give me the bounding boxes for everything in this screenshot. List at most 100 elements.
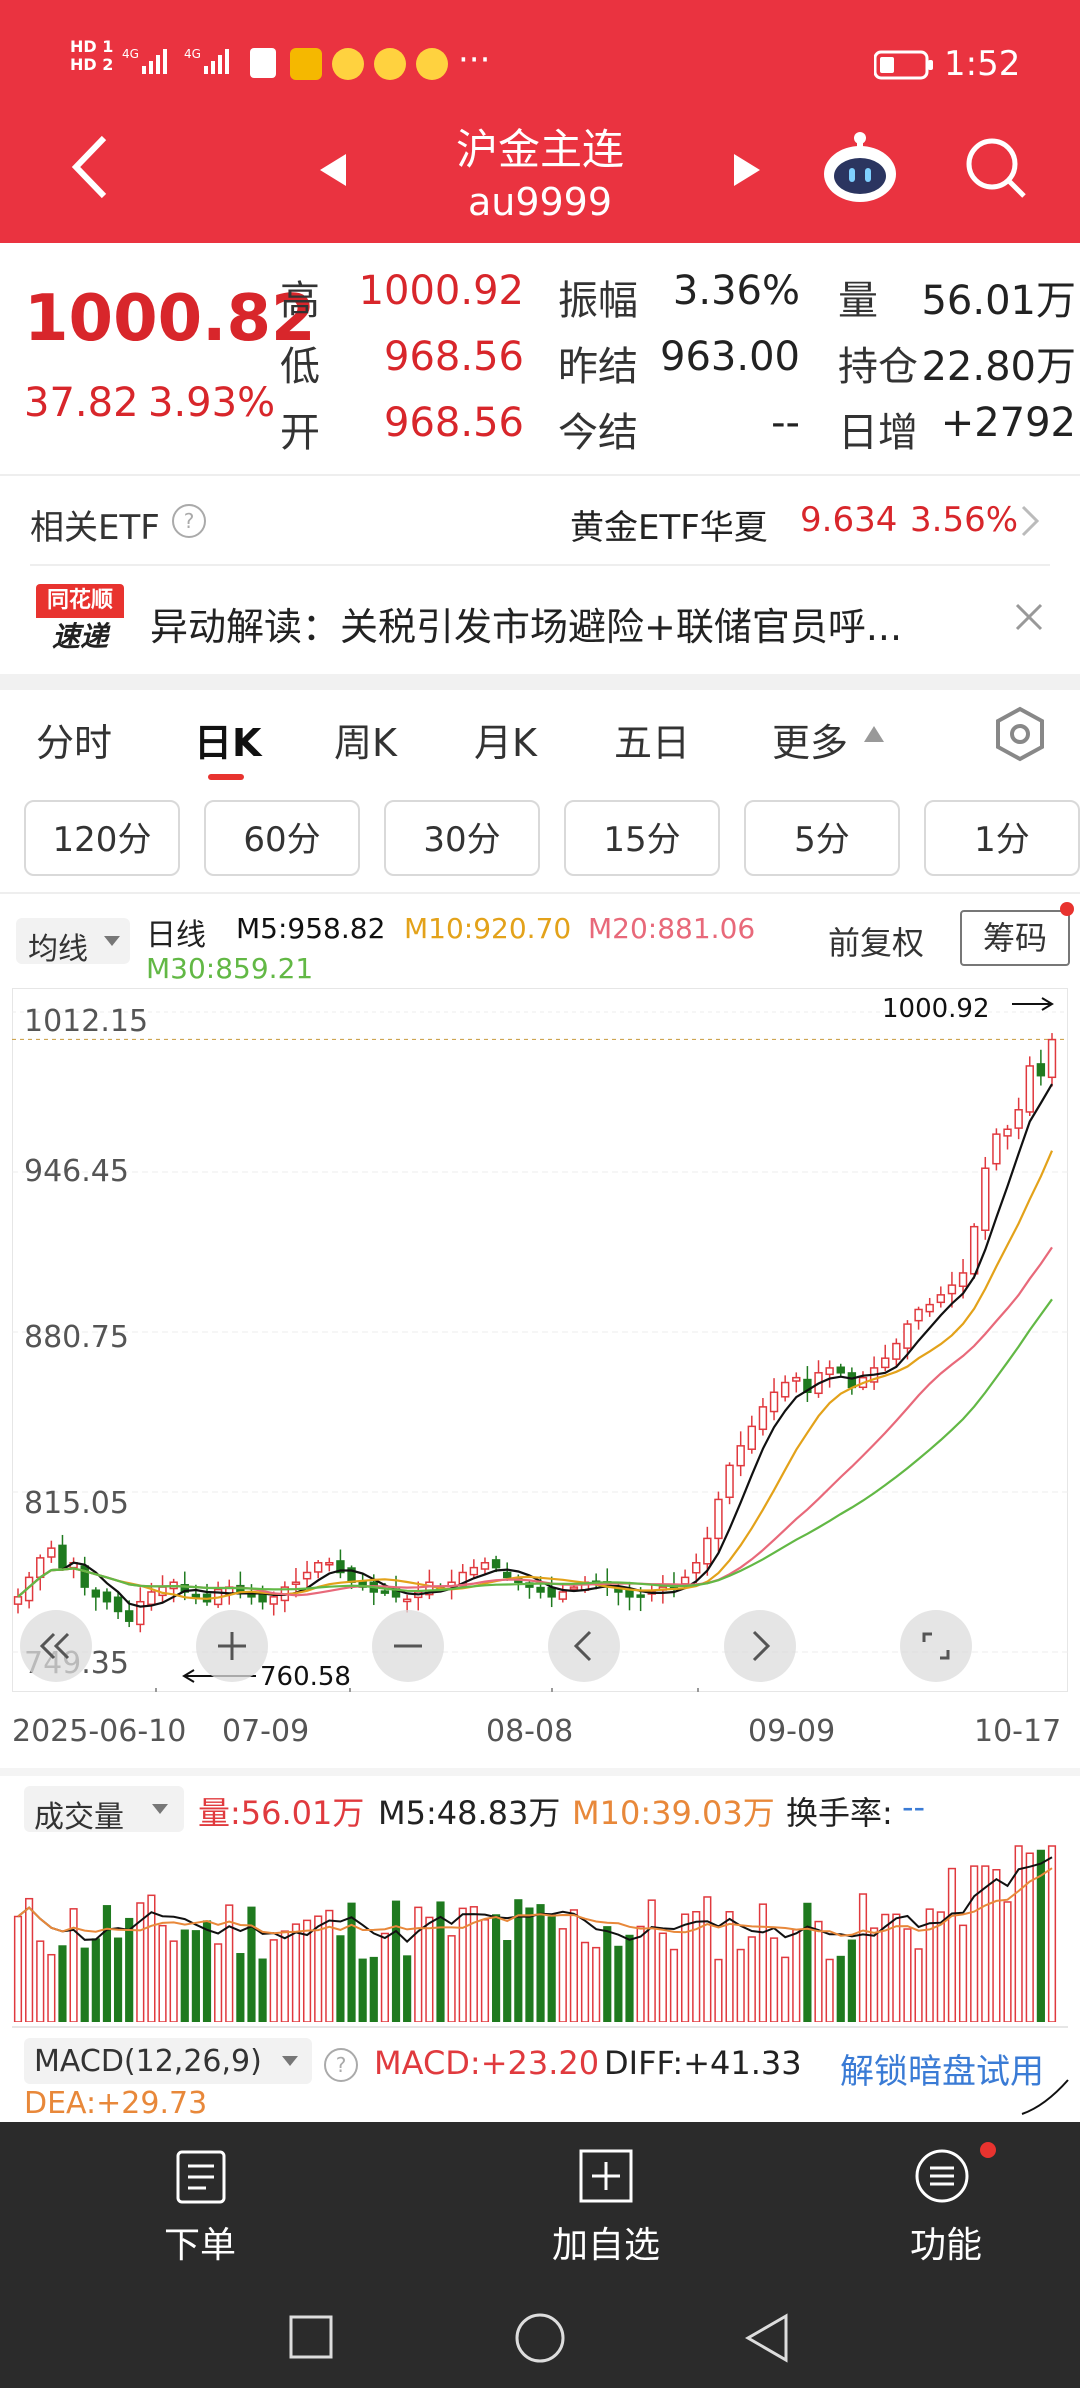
volume-bar — [414, 1906, 423, 2022]
tab-weekly-k[interactable]: 周K — [334, 721, 397, 765]
next-contract-icon[interactable] — [732, 152, 762, 192]
scroll-left-button[interactable] — [548, 1610, 620, 1682]
back-icon[interactable] — [70, 132, 110, 206]
menu-icon[interactable] — [914, 2148, 970, 2208]
order-icon[interactable] — [174, 2148, 228, 2210]
volume-chart[interactable] — [12, 1840, 1068, 2022]
amplitude-label: 振幅 — [558, 278, 638, 324]
interval-120m[interactable]: 120分 — [24, 800, 180, 876]
interval-15m[interactable]: 15分 — [564, 800, 720, 876]
order-button[interactable]: 下单 — [163, 2225, 236, 2266]
adjust-mode[interactable]: 前复权 — [828, 924, 925, 962]
kline-chart[interactable] — [12, 988, 1068, 1692]
volume-bar — [792, 1929, 801, 2022]
tab-monthly-k[interactable]: 月K — [474, 721, 537, 765]
y-tick: 946.45 — [24, 1154, 129, 1189]
turnover-value: -- — [902, 1788, 926, 1826]
recent-apps-icon[interactable] — [288, 2314, 334, 2364]
candle — [847, 1372, 857, 1389]
candle — [692, 1561, 701, 1574]
volume-value: 56.01万 — [921, 278, 1076, 324]
unlock-dark-trading-link[interactable]: 解锁暗盘试用 — [840, 2052, 1044, 2092]
news-logo: 同花顺 速递 — [36, 584, 124, 656]
volume-bar — [202, 1920, 212, 2022]
tab-timeshare[interactable]: 分时 — [36, 721, 113, 765]
volume-bar — [592, 1946, 601, 2022]
candle — [936, 1294, 946, 1304]
candle — [758, 1406, 768, 1431]
add-watchlist-button[interactable]: 加自选 — [551, 2225, 660, 2266]
volume-bar — [58, 1945, 67, 2022]
chevron-right-icon[interactable] — [1020, 504, 1040, 542]
candle — [803, 1378, 812, 1394]
etf-name[interactable]: 黄金ETF华夏 — [570, 508, 768, 548]
home-icon[interactable] — [514, 2312, 566, 2368]
macd-selector[interactable]: MACD(12,26,9) — [24, 2038, 312, 2084]
ma-selector[interactable]: 均线 — [16, 918, 130, 967]
divider — [0, 474, 1080, 476]
amplitude-value: 3.36% — [672, 268, 800, 314]
candle — [80, 1565, 89, 1588]
volume-bar — [736, 1948, 745, 2022]
fast-back-button[interactable] — [20, 1610, 92, 1682]
volume-bar — [636, 1925, 645, 2022]
candle — [725, 1464, 734, 1499]
tab-daily-k[interactable]: 日K — [194, 721, 262, 765]
volume-selector[interactable]: 成交量 — [24, 1786, 184, 1835]
ma30-value: M30:859.21 — [146, 952, 314, 985]
news-headline[interactable]: 异动解读：关税引发市场避险+联储官员呼... — [150, 605, 903, 649]
volume-bar — [992, 1869, 1001, 2022]
prev-contract-icon[interactable] — [318, 152, 348, 192]
tab-more[interactable]: 更多 — [772, 721, 849, 765]
interval-1m[interactable]: 1分 — [924, 800, 1080, 876]
signal-icon: 4G 4G — [122, 44, 252, 84]
candle — [836, 1366, 845, 1374]
volume-bar — [447, 1935, 456, 2022]
volume-bar — [69, 1908, 78, 2022]
volume-bar — [858, 1893, 868, 2022]
candle — [325, 1561, 334, 1566]
high-label: 高 — [280, 278, 320, 324]
candle — [947, 1284, 957, 1295]
fullscreen-button[interactable] — [900, 1610, 972, 1682]
interval-30m[interactable]: 30分 — [384, 800, 540, 876]
candle — [124, 1610, 134, 1622]
zoom-in-button[interactable] — [196, 1610, 268, 1682]
interval-5m[interactable]: 5分 — [744, 800, 900, 876]
sim-indicator: HD 1 HD 2 — [70, 37, 114, 74]
candle — [736, 1445, 745, 1467]
function-button[interactable]: 功能 — [909, 2225, 982, 2266]
scroll-right-button[interactable] — [724, 1610, 796, 1682]
interval-60m[interactable]: 60分 — [204, 800, 360, 876]
chip-distribution-button[interactable]: 筹码 — [960, 910, 1070, 966]
candle — [914, 1308, 923, 1322]
close-icon[interactable] — [1014, 602, 1044, 636]
zoom-out-button[interactable] — [372, 1610, 444, 1682]
red-dot-badge — [980, 2142, 996, 2158]
tab-five-day[interactable]: 五日 — [614, 721, 691, 765]
help-icon[interactable]: ? — [324, 2048, 358, 2082]
volume-bar — [725, 1911, 734, 2022]
volume-bar — [347, 1902, 356, 2022]
daily-increase-label: 日增 — [838, 410, 918, 456]
kline-chart-frame[interactable] — [12, 988, 1068, 1692]
candle — [892, 1342, 901, 1360]
candle — [425, 1581, 434, 1596]
add-watchlist-icon[interactable] — [578, 2148, 634, 2208]
volume-bar — [658, 1932, 667, 2022]
today-settle-value: -- — [771, 400, 800, 446]
volume-bar — [647, 1899, 656, 2022]
volume-bar — [158, 1924, 167, 2022]
ma20-line — [17, 1246, 1053, 1598]
back-nav-icon[interactable] — [744, 2312, 790, 2368]
volume-bar — [569, 1909, 578, 2022]
search-icon[interactable] — [964, 136, 1028, 204]
settings-hexagon-icon[interactable] — [994, 706, 1046, 766]
help-icon[interactable]: ? — [172, 504, 206, 538]
caret-up-icon[interactable] — [862, 724, 886, 748]
volume-label: 量 — [838, 278, 878, 324]
robot-assistant-icon[interactable] — [822, 130, 898, 208]
ma10-value: M10:920.70 — [404, 912, 572, 945]
volume-bar — [1014, 1845, 1023, 2022]
min-price-marker: 760.58 — [260, 1662, 351, 1692]
